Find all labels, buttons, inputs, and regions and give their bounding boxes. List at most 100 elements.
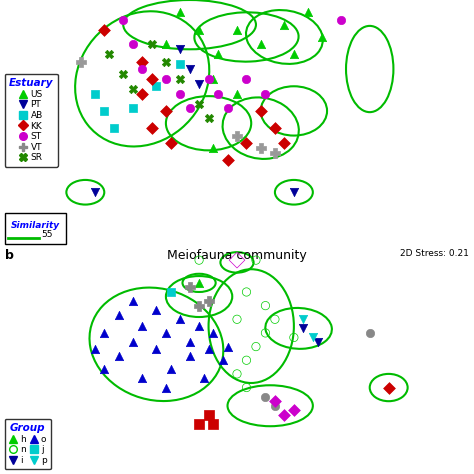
Point [91,189,99,196]
Point [176,9,184,16]
Point [129,297,137,305]
Point [224,105,231,112]
Point [290,189,298,196]
Text: Similarity: Similarity [11,221,60,230]
Point [176,316,184,323]
Point [148,41,155,48]
Point [100,26,108,33]
Point [257,107,264,115]
Point [210,329,217,337]
Point [195,420,203,428]
Point [262,393,269,401]
Text: b: b [5,249,14,262]
Point [119,16,127,24]
Point [304,9,312,16]
Point [314,338,321,346]
Point [176,75,184,82]
Point [186,65,193,73]
Point [195,256,203,264]
Point [243,288,250,296]
Point [100,329,108,337]
FancyBboxPatch shape [5,213,66,244]
Point [262,90,269,98]
Point [257,41,264,48]
Point [162,58,170,65]
Point [138,90,146,98]
Point [233,316,241,323]
Point [290,334,298,341]
Point [257,144,264,152]
Point [119,70,127,78]
Point [281,139,288,147]
Text: 55: 55 [42,230,53,239]
Point [224,156,231,164]
Point [129,338,137,346]
Point [262,302,269,310]
Point [290,407,298,414]
Point [205,345,212,353]
Point [224,343,231,350]
Point [214,50,222,58]
Point [153,82,160,90]
Point [162,41,170,48]
Point [148,75,155,82]
Point [205,411,212,419]
Point [252,343,260,350]
Legend: US, PT, AB, KK, ST, VT, SR: US, PT, AB, KK, ST, VT, SR [5,73,58,167]
Point [153,345,160,353]
Point [337,16,345,24]
Point [138,374,146,382]
Point [252,256,260,264]
Point [300,325,307,332]
Point [195,80,203,88]
Point [129,105,137,112]
Point [243,384,250,392]
Point [205,115,212,122]
Point [162,107,170,115]
Point [129,41,137,48]
Point [186,105,193,112]
Point [214,90,222,98]
Point [129,85,137,92]
Point [186,283,193,291]
Point [162,329,170,337]
Point [176,60,184,68]
Text: Meiofauna community: Meiofauna community [167,249,307,262]
Point [167,139,174,147]
Point [195,100,203,107]
Point [233,132,241,139]
Point [176,90,184,98]
Point [290,50,298,58]
Point [233,90,241,98]
Point [105,50,113,58]
Point [110,124,118,132]
Point [271,397,279,405]
Point [186,352,193,359]
Point [271,316,279,323]
Point [100,365,108,373]
Point [153,306,160,314]
Point [138,58,146,65]
Point [319,33,326,41]
Point [210,420,217,428]
Point [195,279,203,287]
Point [262,329,269,337]
Point [385,384,392,392]
Point [77,58,84,65]
Point [205,297,212,305]
Point [148,124,155,132]
Point [195,302,203,310]
Point [210,144,217,152]
Point [243,75,250,82]
Point [195,26,203,33]
Point [167,288,174,296]
Point [281,411,288,419]
Point [366,329,374,337]
Point [300,316,307,323]
Point [233,256,241,264]
Point [100,107,108,115]
Point [91,90,99,98]
Point [138,322,146,330]
Text: 2D Stress: 0.21: 2D Stress: 0.21 [401,249,469,258]
Point [271,124,279,132]
